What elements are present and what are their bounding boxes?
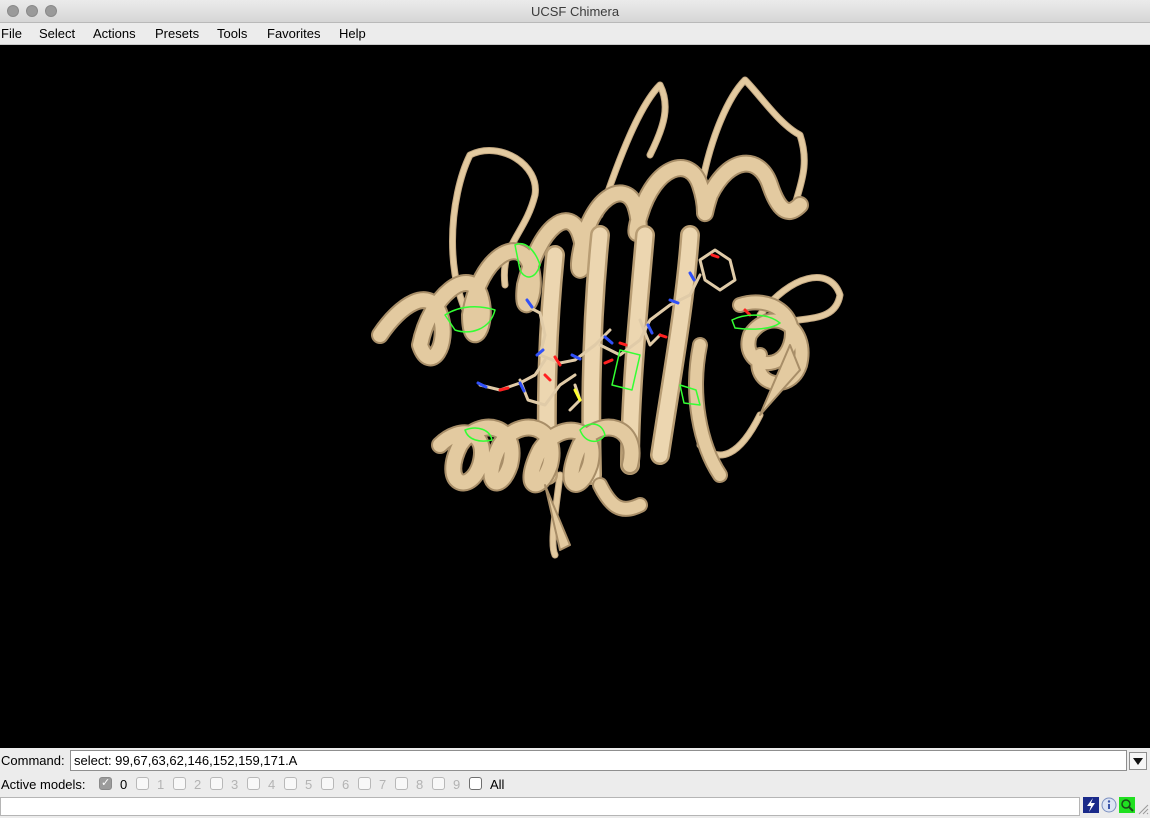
model-9-checkbox [432, 777, 445, 790]
protein-ribbon-structure [371, 76, 844, 559]
window-title: UCSF Chimera [530, 4, 620, 19]
model-5-checkbox [284, 777, 297, 790]
info-icon[interactable] [1101, 797, 1117, 813]
menu-tools[interactable]: Tools [217, 26, 248, 41]
model-4-checkbox [247, 777, 260, 790]
menu-select[interactable]: Select [39, 26, 76, 41]
model-0-label: 0 [120, 777, 128, 792]
command-line: Command: [0, 749, 1150, 773]
menu-file[interactable]: File [1, 26, 22, 41]
model-1-label: 1 [157, 777, 165, 792]
resize-grip-icon[interactable] [1138, 804, 1149, 815]
menu-actions[interactable]: Actions [93, 26, 136, 41]
command-input[interactable] [70, 750, 1127, 771]
minimize-window-button[interactable] [26, 5, 38, 17]
model-5-label: 5 [305, 777, 313, 792]
status-bar [0, 796, 1150, 818]
molecule-viewport[interactable] [0, 45, 1150, 748]
model-6-label: 6 [342, 777, 350, 792]
model-2-label: 2 [194, 777, 202, 792]
menu-favorites[interactable]: Favorites [267, 26, 321, 41]
menu-bar: File Select Actions Presets Tools Favori… [0, 23, 1150, 45]
command-history-dropdown[interactable] [1129, 752, 1147, 770]
menu-presets[interactable]: Presets [155, 26, 200, 41]
lightning-icon[interactable] [1083, 797, 1099, 813]
model-1-checkbox [136, 777, 149, 790]
all-models-checkbox[interactable] [469, 777, 482, 790]
menu-help[interactable]: Help [339, 26, 366, 41]
zoom-window-button[interactable] [45, 5, 57, 17]
model-7-label: 7 [379, 777, 387, 792]
magnifier-icon[interactable] [1119, 797, 1135, 813]
model-9-label: 9 [453, 777, 461, 792]
active-models-bar: Active models: 0 1 2 3 4 5 6 7 8 9 All [0, 774, 1150, 794]
all-models-label: All [490, 777, 505, 792]
model-8-checkbox [395, 777, 408, 790]
title-bar: UCSF Chimera [0, 0, 1150, 23]
model-3-label: 3 [231, 777, 239, 792]
status-message [0, 797, 1080, 816]
command-label: Command: [1, 753, 65, 768]
model-2-checkbox [173, 777, 186, 790]
model-0-checkbox[interactable] [99, 776, 112, 790]
close-window-button[interactable] [7, 5, 19, 17]
model-6-checkbox [321, 777, 334, 790]
model-7-checkbox [358, 777, 371, 790]
model-4-label: 4 [268, 777, 276, 792]
active-models-label: Active models: [1, 777, 86, 792]
model-3-checkbox [210, 777, 223, 790]
model-8-label: 8 [416, 777, 424, 792]
